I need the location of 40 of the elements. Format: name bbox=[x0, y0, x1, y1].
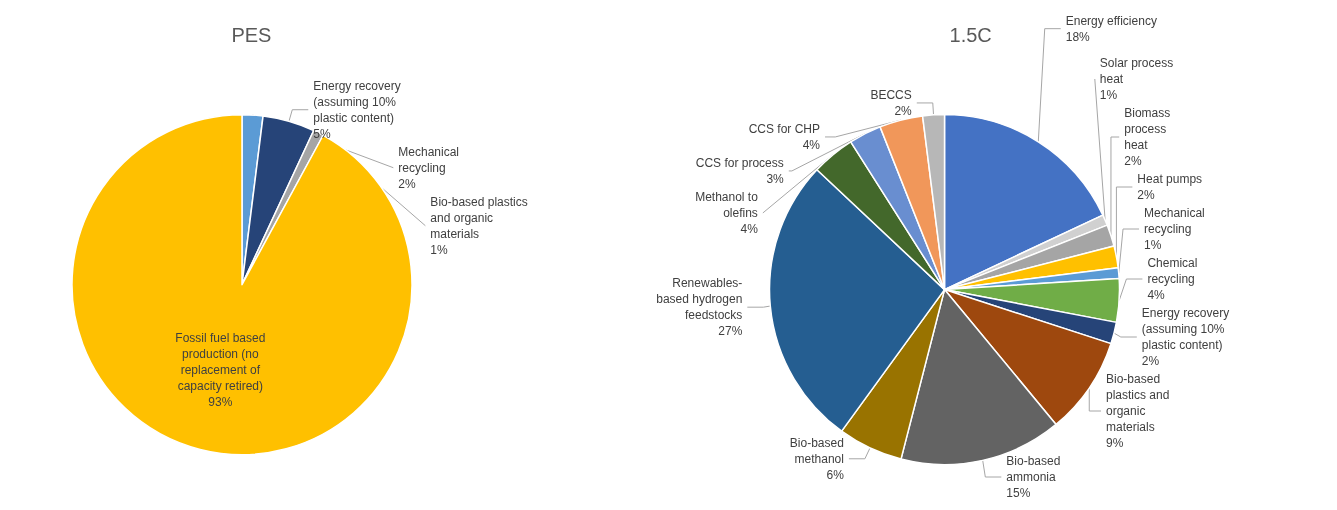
data-label: 93% bbox=[208, 394, 233, 409]
slice-label: Renewables- based hydrogen feedstocks bbox=[656, 276, 743, 323]
data-label: 6% bbox=[826, 467, 845, 482]
slice-label: BECCS bbox=[870, 87, 912, 102]
slice-label: Biomass process heat bbox=[1124, 106, 1171, 152]
data-label: 4% bbox=[1147, 288, 1166, 302]
data-label: 2% bbox=[1141, 354, 1160, 368]
data-label: 2% bbox=[894, 103, 913, 118]
data-label: 1% bbox=[430, 242, 449, 257]
data-label: 15% bbox=[1006, 486, 1031, 500]
data-label: 1% bbox=[1144, 238, 1162, 252]
data-label: 1% bbox=[1099, 88, 1118, 102]
slice-label: CCS for process bbox=[695, 155, 784, 170]
slice-label: Heat pumps bbox=[1137, 172, 1203, 186]
slice-label: Bio-based plastics and organic materials bbox=[430, 194, 528, 241]
slice-label: CCS for CHP bbox=[748, 121, 821, 136]
slice-label: Chemical recycling bbox=[1147, 256, 1198, 286]
data-label: 4% bbox=[802, 137, 821, 152]
slice-label: Bio-based plastics and organic materials bbox=[1106, 372, 1170, 434]
slice-label: Energy recovery (assuming 10% plastic content) bbox=[1141, 306, 1230, 352]
data-label: 4% bbox=[740, 221, 759, 236]
data-label: 2% bbox=[1137, 188, 1156, 202]
slice-label: Bio-based methanol bbox=[789, 435, 844, 466]
slice-label: Mechanical recycling bbox=[398, 144, 460, 175]
data-label: 3% bbox=[766, 171, 785, 186]
slice-label: Methanol to olefins bbox=[695, 189, 759, 220]
data-label: 9% bbox=[1106, 436, 1124, 450]
slice-label: Energy recovery (assuming 10% plastic content) bbox=[313, 78, 401, 125]
slice-label: Mechanical recycling bbox=[1144, 206, 1205, 236]
slice-label: Fossil fuel based production (no replacement of capacity retired) bbox=[175, 330, 266, 393]
data-label: 27% bbox=[718, 324, 743, 339]
slice-label: Solar process heat bbox=[1099, 56, 1174, 86]
data-label: 18% bbox=[1065, 29, 1091, 44]
data-label: 2% bbox=[398, 176, 416, 191]
chart-title: PES bbox=[231, 24, 272, 46]
slice-label: Bio-based ammonia bbox=[1006, 454, 1061, 484]
slice-label: Energy efficiency bbox=[1065, 13, 1157, 28]
data-label: 2% bbox=[1124, 154, 1142, 168]
data-label: 5% bbox=[313, 126, 331, 141]
chart-title: 1.5C bbox=[949, 24, 992, 46]
